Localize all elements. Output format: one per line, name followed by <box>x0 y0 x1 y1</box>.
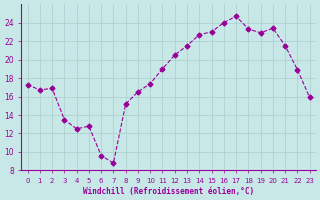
X-axis label: Windchill (Refroidissement éolien,°C): Windchill (Refroidissement éolien,°C) <box>83 187 254 196</box>
